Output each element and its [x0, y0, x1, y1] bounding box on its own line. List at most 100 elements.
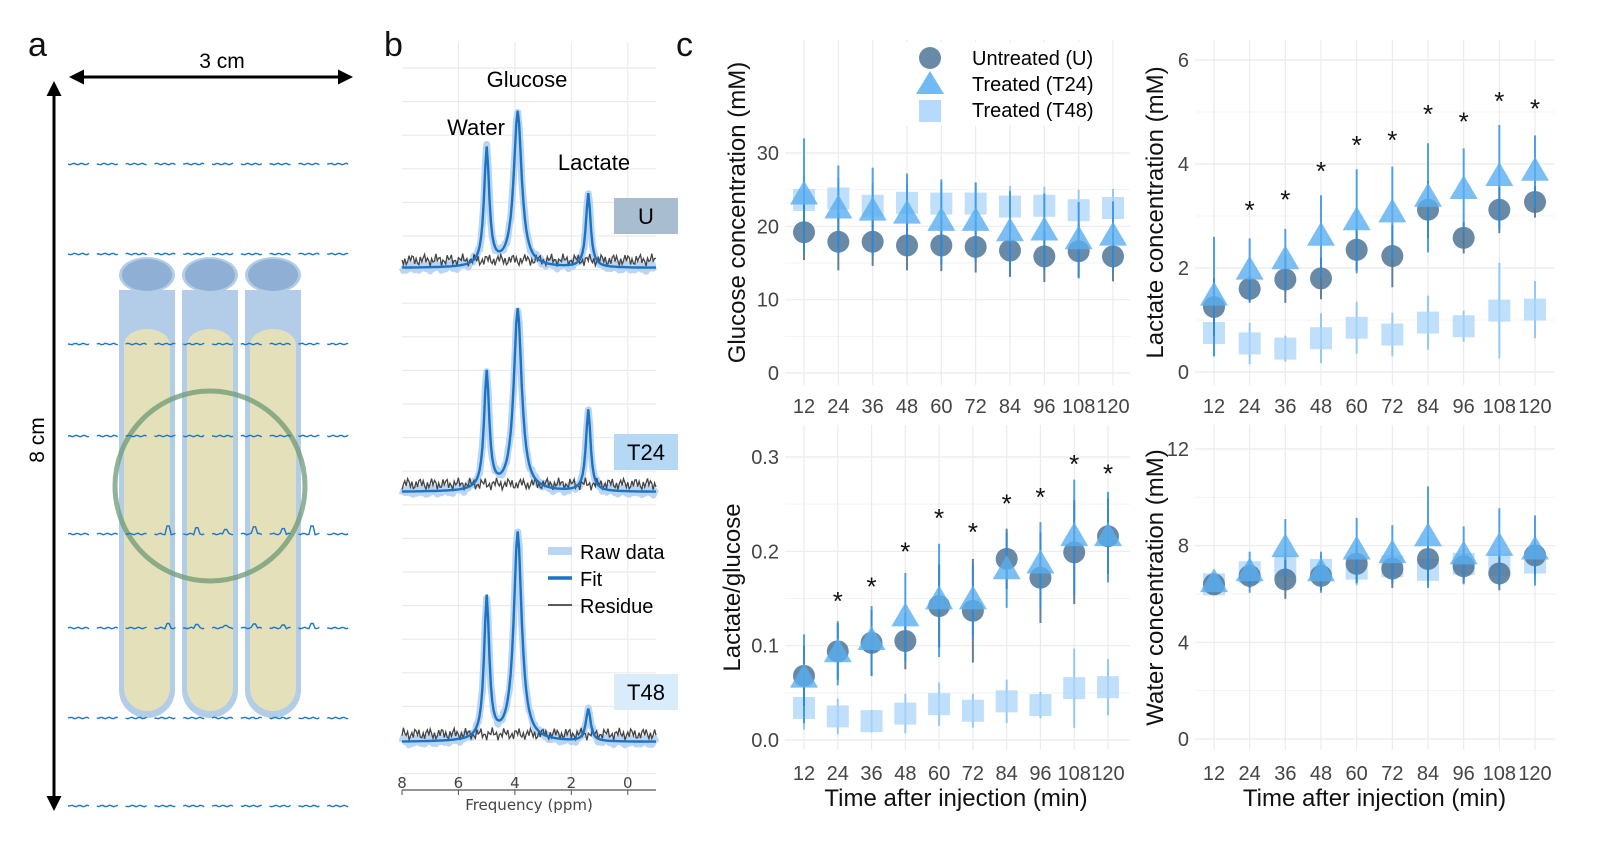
- x-tick-label: 60: [928, 763, 950, 785]
- y-tick-label: 0.0: [751, 730, 779, 752]
- point-t24: [958, 585, 987, 610]
- x-tick-label: 84: [1417, 763, 1439, 785]
- group-label-u: U: [614, 198, 678, 234]
- point-t48: [894, 702, 917, 725]
- x-tick-label: 72: [965, 396, 987, 418]
- significance-marker: *: [1069, 449, 1079, 479]
- csi-spectrum: [240, 162, 263, 166]
- point-t24: [790, 663, 818, 688]
- group-label-t24: T24: [614, 434, 678, 470]
- csi-spectrum: [96, 532, 119, 536]
- point-t48: [1274, 337, 1297, 360]
- csi-spectrum: [211, 342, 234, 346]
- point-untreated: [1452, 226, 1475, 249]
- x-tick-label: 84: [999, 396, 1021, 418]
- y-tick-label: 0.3: [751, 447, 779, 469]
- raw-data-line: [398, 108, 659, 275]
- peak-label-glucose: Glucose: [487, 67, 568, 92]
- legend-t24-label: Treated (T24): [972, 74, 1094, 96]
- significance-marker: *: [968, 517, 978, 547]
- csi-spectrum: [326, 434, 349, 438]
- x-tick-label: 120: [1091, 763, 1124, 785]
- point-t48: [1417, 311, 1439, 334]
- csi-spectrum: [211, 162, 234, 166]
- csi-spectrum: [298, 804, 320, 808]
- tube-cap: [122, 259, 172, 291]
- csi-spectrum: [183, 716, 205, 720]
- significance-marker: *: [833, 586, 843, 616]
- point-t48: [1238, 332, 1261, 355]
- point-t24: [790, 180, 818, 205]
- csi-spectrum: [269, 624, 291, 630]
- significance-marker: *: [1352, 130, 1362, 160]
- spectra-x-label: Frequency (ppm): [465, 796, 593, 814]
- csi-spectrum: [269, 527, 291, 536]
- x-tick-label: 72: [1381, 763, 1403, 785]
- y-tick-label: 30: [757, 143, 779, 165]
- series-triangle: [790, 138, 1127, 279]
- point-untreated: [1274, 568, 1297, 591]
- x-tick-label: 84: [996, 763, 1018, 785]
- csi-spectrum: [240, 716, 262, 720]
- peak-label-lactate: Lactate: [558, 150, 630, 175]
- point-t24: [925, 585, 954, 610]
- panel-b-letter: b: [384, 26, 403, 64]
- spectra-gridlines: [402, 42, 656, 790]
- csi-spectrum: [96, 342, 118, 346]
- point-t48: [1452, 315, 1475, 338]
- csi-spectrum: [211, 716, 234, 720]
- csi-spectrum: [183, 623, 205, 630]
- csi-spectrum: [269, 162, 291, 166]
- csi-spectrum: [183, 527, 205, 536]
- csi-spectrum: [154, 622, 176, 630]
- chart-legend: Untreated (U) Treated (T24) Treated (T48…: [905, 42, 1110, 126]
- x-axis-label: Time after injection (min): [1243, 785, 1506, 812]
- csi-spectrum: [125, 162, 147, 166]
- csi-spectrum: [327, 162, 349, 166]
- point-t48: [1381, 323, 1404, 346]
- series-triangle: [1200, 486, 1549, 593]
- point-t48: [928, 693, 951, 716]
- csi-spectrum: [269, 434, 291, 438]
- csi-spectrum: [298, 622, 320, 630]
- legend-fit-label: Fit: [580, 569, 603, 591]
- panel-a: a 3 cm 8 cm: [26, 26, 353, 811]
- csi-spectrum: [154, 804, 176, 808]
- point-t24: [1378, 539, 1407, 564]
- residue-line: [401, 476, 657, 493]
- y-tick-label: 20: [757, 216, 779, 238]
- csi-spectrum: [67, 626, 90, 630]
- spectra-x-ticks: 8 6 4 2 0: [397, 774, 633, 795]
- point-t48: [860, 710, 883, 733]
- point-t24: [961, 206, 990, 231]
- point-t24: [1342, 206, 1371, 231]
- csi-spectrum: [125, 804, 147, 808]
- csi-spectrum: [326, 532, 349, 536]
- csi-spectrum: [125, 434, 147, 438]
- tube-cap: [248, 259, 298, 291]
- significance-marker: *: [1494, 86, 1504, 116]
- point-t24: [1235, 557, 1264, 582]
- y-tick-label: 12: [1167, 439, 1189, 461]
- csi-spectrum: [96, 162, 119, 166]
- csi-spectrum: [327, 252, 349, 256]
- height-label: 8 cm: [26, 417, 49, 463]
- x-tick-label: 120: [1518, 763, 1551, 785]
- point-t24: [824, 194, 853, 219]
- point-t48: [1488, 299, 1511, 322]
- tube-cap: [185, 259, 235, 291]
- csi-spectrum: [211, 528, 234, 536]
- x-tick-label: 12: [793, 763, 815, 785]
- x-tick-label: 96: [1033, 396, 1055, 418]
- point-t24: [1485, 531, 1514, 556]
- csi-spectrum: [240, 526, 263, 536]
- point-t24: [1307, 221, 1335, 246]
- y-tick-label: 0: [1178, 362, 1189, 384]
- csi-spectrum: [211, 804, 234, 808]
- csi-spectrum: [240, 804, 262, 808]
- series-triangle: [1200, 125, 1549, 357]
- group-label-t48-text: T48: [627, 680, 665, 705]
- point-t24: [1521, 156, 1549, 181]
- point-t24: [1342, 535, 1371, 560]
